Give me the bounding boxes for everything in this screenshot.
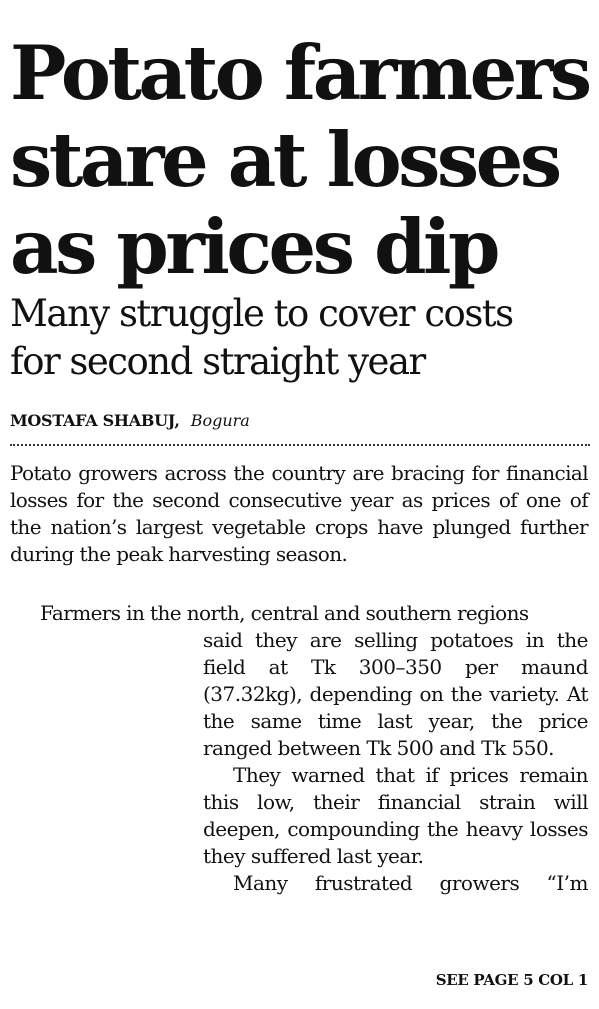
paragraph-4: Many frustrated growers “I’m: [233, 871, 589, 895]
paragraph-3: They warned that if prices remain this l…: [203, 763, 589, 868]
headline: Potato farmers stare at losses as prices…: [10, 30, 595, 291]
continued-on-page-link: SEE PAGE 5 COL 1: [435, 971, 589, 989]
headline-line-3: as prices dip: [10, 203, 500, 291]
headline-line-2: stare at losses: [10, 116, 562, 204]
paragraph-2-continued: said they are selling potatoes in the fi…: [203, 628, 589, 760]
byline: MOSTAFA SHABUJ, Bogura: [10, 409, 590, 433]
subheadline-line-2: for second straight year: [10, 340, 426, 383]
subheadline: Many struggle to cover costs for second …: [10, 290, 595, 386]
paragraph-2-first-line: Farmers in the north, central and southe…: [40, 601, 529, 625]
subheadline-line-1: Many struggle to cover costs: [10, 292, 514, 335]
lead-paragraph: Potato growers across the country are br…: [10, 461, 589, 566]
body-column: said they are selling potatoes in the fi…: [203, 627, 589, 897]
byline-location: Bogura: [190, 411, 250, 430]
dotted-divider: [10, 444, 590, 446]
byline-author: MOSTAFA SHABUJ,: [10, 411, 180, 430]
headline-line-1: Potato farmers: [10, 29, 592, 117]
